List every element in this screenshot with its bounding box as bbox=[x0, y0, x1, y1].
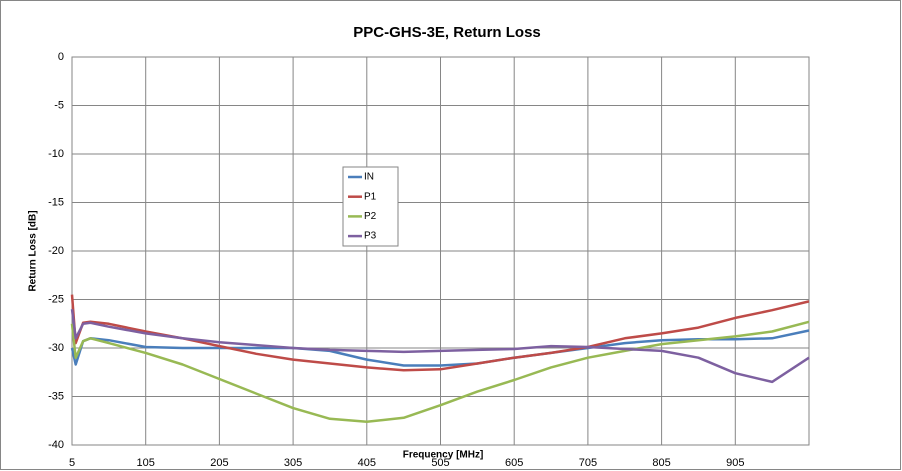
legend-label: P2 bbox=[364, 211, 377, 222]
x-tick-label: 805 bbox=[652, 457, 670, 469]
series-line bbox=[70, 294, 810, 372]
x-tick-label: 305 bbox=[284, 457, 302, 469]
x-tick-label: 905 bbox=[726, 457, 744, 469]
x-tick-label: 605 bbox=[505, 457, 523, 469]
series-line bbox=[70, 329, 810, 367]
y-tick-label: 0 bbox=[58, 51, 64, 63]
legend-label: P1 bbox=[364, 191, 377, 202]
x-axis-label: Frequency [MHz] bbox=[403, 450, 484, 461]
y-tick-label: -40 bbox=[48, 439, 64, 451]
legend-label: P3 bbox=[364, 231, 377, 242]
x-tick-label: 205 bbox=[210, 457, 228, 469]
chart-title: PPC-GHS-3E, Return Loss bbox=[353, 24, 541, 41]
series-line bbox=[70, 320, 810, 423]
y-tick-label: -20 bbox=[48, 245, 64, 257]
series-line bbox=[70, 309, 810, 384]
y-axis-label: Return Loss [dB] bbox=[28, 210, 39, 291]
x-tick-label: 405 bbox=[358, 457, 376, 469]
y-tick-label: -15 bbox=[48, 196, 64, 208]
y-tick-label: -35 bbox=[48, 390, 64, 402]
x-tick-label: 505 bbox=[431, 457, 449, 469]
y-tick-label: -25 bbox=[48, 293, 64, 305]
y-tick-label: -5 bbox=[54, 99, 64, 111]
x-tick-label: 105 bbox=[137, 457, 155, 469]
x-tick-label: 705 bbox=[579, 457, 597, 469]
legend: IN P1 P2 P3 bbox=[342, 166, 399, 247]
x-tick-label: 5 bbox=[69, 457, 75, 469]
legend-label: IN bbox=[364, 172, 374, 183]
legend-box bbox=[342, 166, 399, 247]
y-tick-label: -10 bbox=[48, 148, 64, 160]
y-tick-label: -30 bbox=[48, 342, 64, 354]
